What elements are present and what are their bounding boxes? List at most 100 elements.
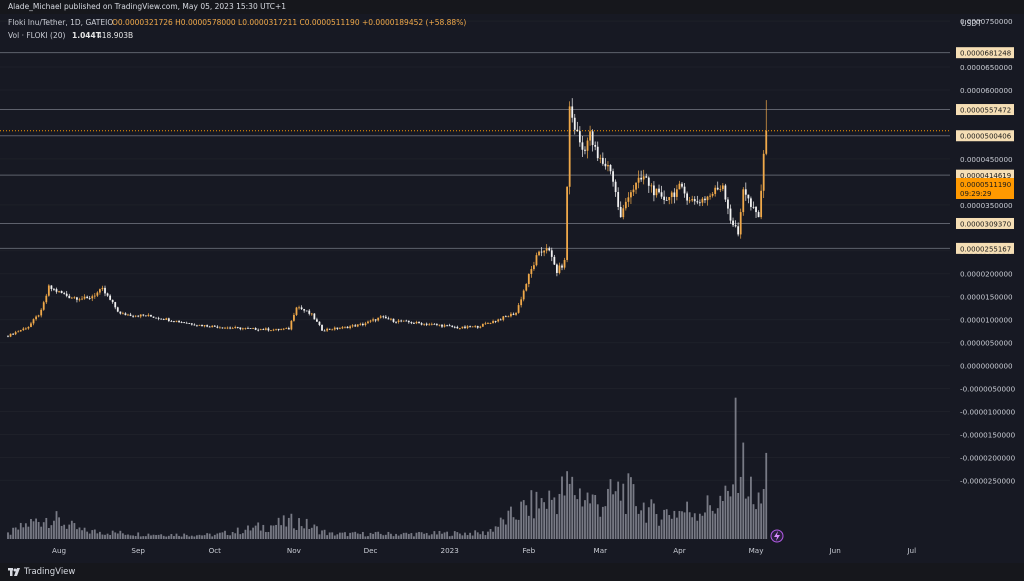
candle-body	[63, 292, 66, 294]
candle	[111, 299, 114, 304]
volume-bar	[706, 495, 709, 539]
candle-body	[637, 177, 640, 183]
candle-body	[494, 321, 497, 322]
candle	[63, 291, 66, 295]
volume-bar	[402, 532, 405, 539]
volume-bar	[742, 442, 745, 539]
volume-bar	[344, 532, 346, 539]
volume-bar	[757, 492, 760, 539]
candle-body	[535, 255, 538, 266]
volume-bar	[487, 531, 489, 539]
candle-body	[744, 189, 747, 195]
candle-body	[73, 297, 76, 299]
volume-bar	[673, 510, 676, 539]
volume-bar	[701, 515, 704, 539]
volume-bar	[32, 521, 35, 539]
candle-body	[134, 315, 137, 317]
candle	[706, 195, 709, 206]
candle	[655, 188, 658, 198]
candle	[70, 296, 73, 299]
candle	[663, 190, 666, 205]
candle-body	[530, 269, 533, 275]
candle	[183, 321, 186, 324]
candle	[341, 325, 344, 330]
time-axis[interactable]: Aug Sep Oct Nov Dec 2023 Feb Mar Apr May Jun Jul	[52, 546, 916, 555]
volume-bar	[484, 535, 487, 539]
price-chart-svg[interactable]: 0.00008000000.00007500000.00006500000.00…	[0, 0, 1024, 563]
candle	[469, 325, 471, 328]
volume-bar	[637, 513, 640, 539]
candle-body	[402, 320, 405, 322]
volume-bar	[121, 533, 124, 539]
volume-bar	[198, 534, 201, 539]
tradingview-logo[interactable]: TradingView	[8, 567, 75, 577]
volume-bar	[318, 534, 321, 539]
volume-bar	[216, 533, 219, 539]
candle-body	[188, 323, 191, 325]
volume-bar	[12, 527, 15, 539]
candle	[525, 283, 528, 292]
volume-bar	[581, 506, 584, 539]
candle	[420, 322, 423, 326]
candle-body	[198, 324, 201, 326]
candle	[81, 296, 83, 301]
y-tick-label-8: 0.0000150000	[960, 293, 1013, 302]
candle-body	[387, 318, 390, 320]
candle	[727, 197, 729, 215]
candle-body	[152, 316, 155, 318]
candle-body	[622, 208, 625, 218]
candle	[596, 141, 599, 161]
volume-bar	[264, 532, 267, 539]
volume-bar	[619, 500, 622, 539]
candle-body	[58, 290, 60, 292]
volume-bar	[693, 513, 696, 539]
candle-body	[341, 327, 344, 329]
candle	[188, 322, 191, 325]
volume-bar	[35, 518, 37, 539]
candle	[165, 317, 168, 321]
candle	[510, 312, 512, 318]
volume-bar	[201, 535, 203, 539]
candle	[267, 327, 270, 332]
candle	[464, 325, 466, 329]
volume-bar	[604, 506, 607, 539]
candle-body	[236, 327, 239, 328]
volume-bar	[116, 533, 119, 539]
candle	[670, 190, 673, 204]
candle-body	[665, 200, 668, 201]
volume-bar	[275, 524, 277, 539]
volume-bar	[351, 532, 354, 539]
volume-bar	[739, 476, 742, 539]
candle	[461, 326, 464, 329]
volume-bar	[254, 525, 257, 539]
candle-body	[203, 325, 206, 327]
volume-bar	[410, 533, 413, 539]
candle-body	[96, 292, 99, 296]
volume-bar	[83, 527, 86, 539]
candle	[617, 187, 620, 211]
candle	[543, 250, 546, 257]
candle-body	[114, 302, 117, 308]
candle	[413, 321, 415, 324]
candle	[489, 322, 492, 325]
volume-bar	[119, 530, 122, 539]
candle	[755, 206, 757, 219]
volume-bar	[157, 534, 160, 539]
volume-bar	[53, 520, 55, 539]
candle	[653, 181, 655, 202]
candle-body	[423, 323, 426, 325]
volume-bar	[170, 534, 173, 539]
candle	[106, 292, 109, 297]
candle	[344, 326, 346, 329]
volume-bar	[139, 536, 142, 539]
volume-bar	[630, 477, 632, 539]
lightning-icon[interactable]	[770, 529, 784, 543]
candle	[229, 326, 232, 330]
candle	[594, 141, 597, 151]
candle	[24, 327, 27, 331]
candle-body	[609, 165, 612, 172]
volume-bar	[379, 533, 382, 539]
y-tick-label-13: -0.0000100000	[960, 408, 1016, 417]
chart-area[interactable]: 0.00008000000.00007500000.00006500000.00…	[0, 0, 1024, 563]
volume-bar	[99, 531, 101, 539]
